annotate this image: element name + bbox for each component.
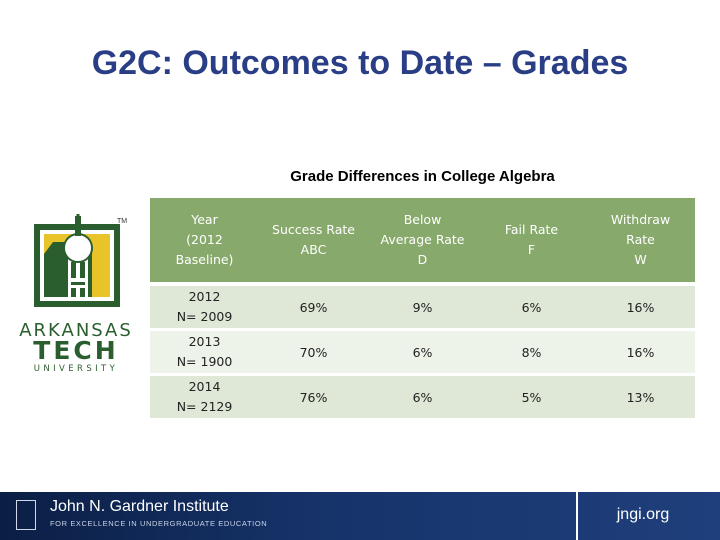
success-cell: 76% [259,374,368,421]
withdraw-cell: 13% [586,374,695,421]
trademark-mark: TM [117,218,128,225]
year-cell: 2014 N= 2129 [150,374,259,421]
header-withdraw-rate: Withdraw Rate W [586,198,695,286]
success-cell: 70% [259,329,368,376]
arkansas-tech-logo: TM ARKANSAS TECH UNIVERSITY [16,214,136,378]
fail-cell: 8% [477,329,586,376]
header-fail-rate: Fail Rate F [477,198,586,286]
header-below-average-rate: Below Average Rate D [368,198,477,286]
below-cell: 6% [368,374,477,421]
fail-cell: 6% [477,284,586,331]
table-caption: Grade Differences in College Algebra [290,168,555,185]
header-success-rate: Success Rate ABC [259,198,368,286]
year-cell: 2013 N= 1900 [150,329,259,376]
logo-word-arkansas: ARKANSAS [19,320,133,341]
logo-word-university: UNIVERSITY [33,364,119,374]
withdraw-cell: 16% [586,329,695,376]
table-row: 2012 N= 2009 69% 9% 6% 16% [150,284,695,331]
university-crest-icon [34,214,120,307]
logo-word-tech: TECH [33,336,119,365]
grades-table: Year (2012 Baseline) Success Rate ABC Below… [150,198,695,421]
institute-name: John N. Gardner Institute [50,498,229,515]
success-cell: 69% [259,284,368,331]
institute-tagline: FOR EXCELLENCE IN UNDERGRADUATE EDUCATIO… [50,519,268,528]
slide-title: G2C: Outcomes to Date – Grades [91,44,629,82]
footer-bar: John N. Gardner Institute FOR EXCELLENCE… [0,492,720,540]
withdraw-cell: 16% [586,284,695,331]
fail-cell: 5% [477,374,586,421]
below-cell: 9% [368,284,477,331]
institute-logo-icon [16,500,36,530]
below-cell: 6% [368,329,477,376]
table-header-row: Year (2012 Baseline) Success Rate ABC Below… [150,198,695,286]
table-row: 2014 N= 2129 76% 6% 5% 13% [150,374,695,421]
footer-url[interactable]: jngi.org [616,506,670,523]
year-cell: 2012 N= 2009 [150,284,259,331]
header-year: Year (2012 Baseline) [150,198,259,286]
footer-divider [576,492,578,540]
table-row: 2013 N= 1900 70% 6% 8% 16% [150,329,695,376]
